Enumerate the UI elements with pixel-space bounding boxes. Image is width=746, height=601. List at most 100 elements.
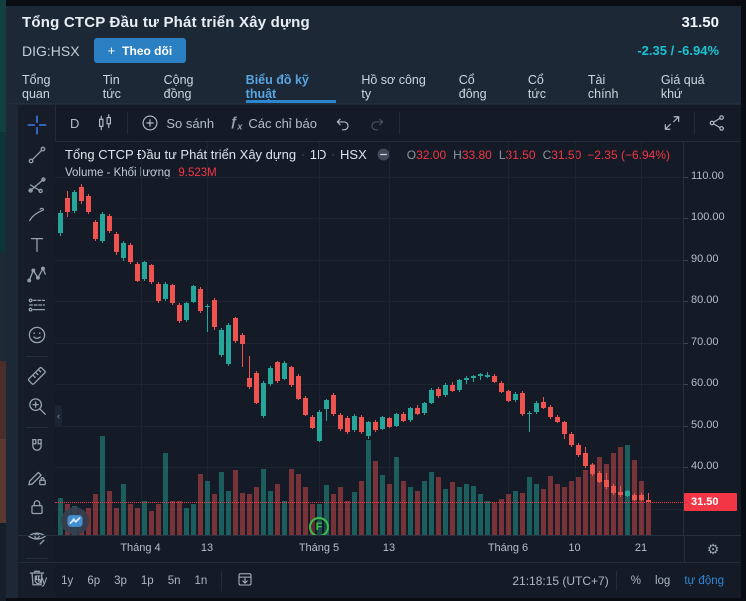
tab-8[interactable]: Tài chính	[587, 73, 619, 101]
candle-wick	[242, 333, 243, 367]
chart-style-button[interactable]	[87, 109, 123, 137]
ruler-tool-button[interactable]	[23, 362, 51, 390]
volume-bar	[92, 494, 98, 535]
redo-button[interactable]	[360, 110, 395, 137]
candle-body	[281, 362, 287, 379]
candle-body	[232, 318, 238, 342]
range-button-1y[interactable]: 1y	[61, 574, 74, 587]
volume-bar	[204, 480, 210, 535]
provider-logo-icon	[65, 511, 85, 531]
auto-scale-button[interactable]: tự động	[684, 574, 724, 587]
price-axis-tick	[684, 259, 688, 261]
percent-scale-button[interactable]: %	[630, 574, 641, 587]
brush-tool-button[interactable]	[23, 201, 51, 229]
indicators-button[interactable]: ƒx Các chỉ báo	[222, 110, 325, 136]
tab-7[interactable]: Cổ tức	[527, 73, 546, 101]
lock-all-tool-button[interactable]	[23, 493, 51, 521]
candle-body	[246, 378, 252, 387]
candle-body	[190, 286, 196, 302]
range-button-1p[interactable]: 1p	[140, 574, 154, 587]
time-axis-label: 13	[382, 542, 396, 554]
drawing-toolbar: ‹	[18, 105, 62, 598]
candle-body	[617, 492, 623, 495]
text-tool-button[interactable]	[23, 231, 51, 259]
remove-objects-tool-button[interactable]	[23, 564, 51, 592]
trash-icon	[26, 567, 48, 589]
drawing-mode-lock-tool-button[interactable]	[23, 463, 51, 491]
xabcd-pattern-tool-button[interactable]	[23, 261, 51, 289]
toolbar-divider	[25, 427, 48, 428]
gridline	[55, 218, 683, 220]
price-change: -2.35 / -6.94%	[637, 43, 719, 58]
gridline	[55, 467, 683, 469]
zoom-in-tool-button[interactable]	[23, 392, 51, 420]
candle-wick	[620, 485, 621, 497]
gann-fibonacci-tool-button[interactable]	[23, 171, 51, 199]
volume-bar	[260, 468, 266, 535]
candle-body	[85, 195, 91, 212]
range-button-1n[interactable]: 1n	[194, 574, 208, 587]
tab-9[interactable]: Giá quá khứ	[660, 73, 705, 101]
tab-2[interactable]: Tin tức	[102, 73, 121, 101]
price-axis-label: 50.00	[691, 418, 719, 431]
range-button-6p[interactable]: 6p	[87, 574, 101, 587]
clock[interactable]: 21:18:15 (UTC+7)	[512, 573, 609, 588]
axis-settings-button[interactable]: ⚙	[684, 536, 741, 562]
goto-date-button[interactable]	[229, 567, 261, 594]
candle-body	[162, 283, 168, 300]
price-axis-label: 100.00	[691, 211, 725, 224]
tab-3[interactable]: Cộng đồng	[163, 73, 194, 101]
chart-logo-button[interactable]	[61, 507, 89, 535]
emoji-icon	[26, 324, 48, 346]
toolbar-divider	[221, 570, 223, 591]
candle-body	[225, 325, 231, 364]
volume-bar	[106, 490, 112, 535]
gridline	[55, 259, 683, 261]
financial-report-marker[interactable]: F	[309, 517, 329, 535]
share-button[interactable]	[699, 109, 735, 137]
magnet-tool-button[interactable]	[23, 433, 51, 461]
candle-body	[575, 444, 581, 456]
ohlc-readout: O32.00 H33.80 L31.50 C31.50	[407, 148, 582, 162]
tab-1[interactable]: Tổng quan	[22, 73, 51, 101]
candle-body	[435, 389, 441, 396]
time-axis[interactable]: ⚙ Tháng 4 13 Tháng 5 13 Tháng 6 10 21	[18, 535, 741, 562]
candle-body	[638, 494, 644, 500]
trend-line-tool-button[interactable]	[23, 141, 51, 169]
chart-canvas[interactable]: Tổng CTCP Đầu tư Phát triển Xây dựng · 1…	[55, 142, 683, 535]
candle-body	[407, 407, 413, 420]
toolbar-divider	[615, 570, 617, 591]
candle-body	[323, 400, 329, 409]
log-scale-button[interactable]: log	[654, 574, 671, 587]
undo-button[interactable]	[325, 110, 360, 137]
candle-body	[344, 417, 350, 432]
candle-body	[526, 412, 532, 415]
price-axis-tick	[684, 467, 688, 469]
redo-arrow-icon	[368, 114, 387, 133]
tab-4[interactable]: Biểu đồ kỹ thuật	[245, 72, 337, 103]
price-axis[interactable]: 110.00 100.00 90.00 80.00 70.00 60.00 50.00 40.…	[683, 142, 741, 535]
follow-button[interactable]: + Theo dõi	[93, 38, 187, 63]
volume-bar	[477, 494, 483, 535]
volume-bar	[491, 502, 497, 535]
candle-body	[176, 305, 182, 322]
emoji-tool-button[interactable]	[23, 321, 51, 349]
long-position-tool-button[interactable]	[23, 291, 51, 319]
range-button-5n[interactable]: 5n	[167, 574, 181, 587]
collapse-drawing-toolbar-button[interactable]: ‹	[55, 405, 62, 427]
candle-wick	[466, 376, 467, 384]
fullscreen-button[interactable]	[654, 109, 690, 137]
price-axis-label: 40.00	[691, 460, 719, 473]
xabcd-pattern-icon	[26, 264, 48, 286]
tab-5[interactable]: Hồ sơ công ty	[361, 73, 426, 101]
range-button-3p[interactable]: 3p	[114, 574, 127, 587]
range-button-5y[interactable]: 5y	[35, 574, 48, 587]
collapse-legend-button[interactable]	[376, 147, 391, 162]
compare-button[interactable]: So sánh	[132, 109, 222, 137]
magnet-icon	[26, 436, 48, 458]
crosshair-tool-button[interactable]	[23, 111, 51, 139]
interval-button[interactable]: D	[62, 112, 87, 135]
hide-all-tool-button[interactable]	[23, 523, 51, 551]
tab-6[interactable]: Cổ đông	[458, 73, 487, 101]
compare-label: So sánh	[166, 115, 215, 131]
